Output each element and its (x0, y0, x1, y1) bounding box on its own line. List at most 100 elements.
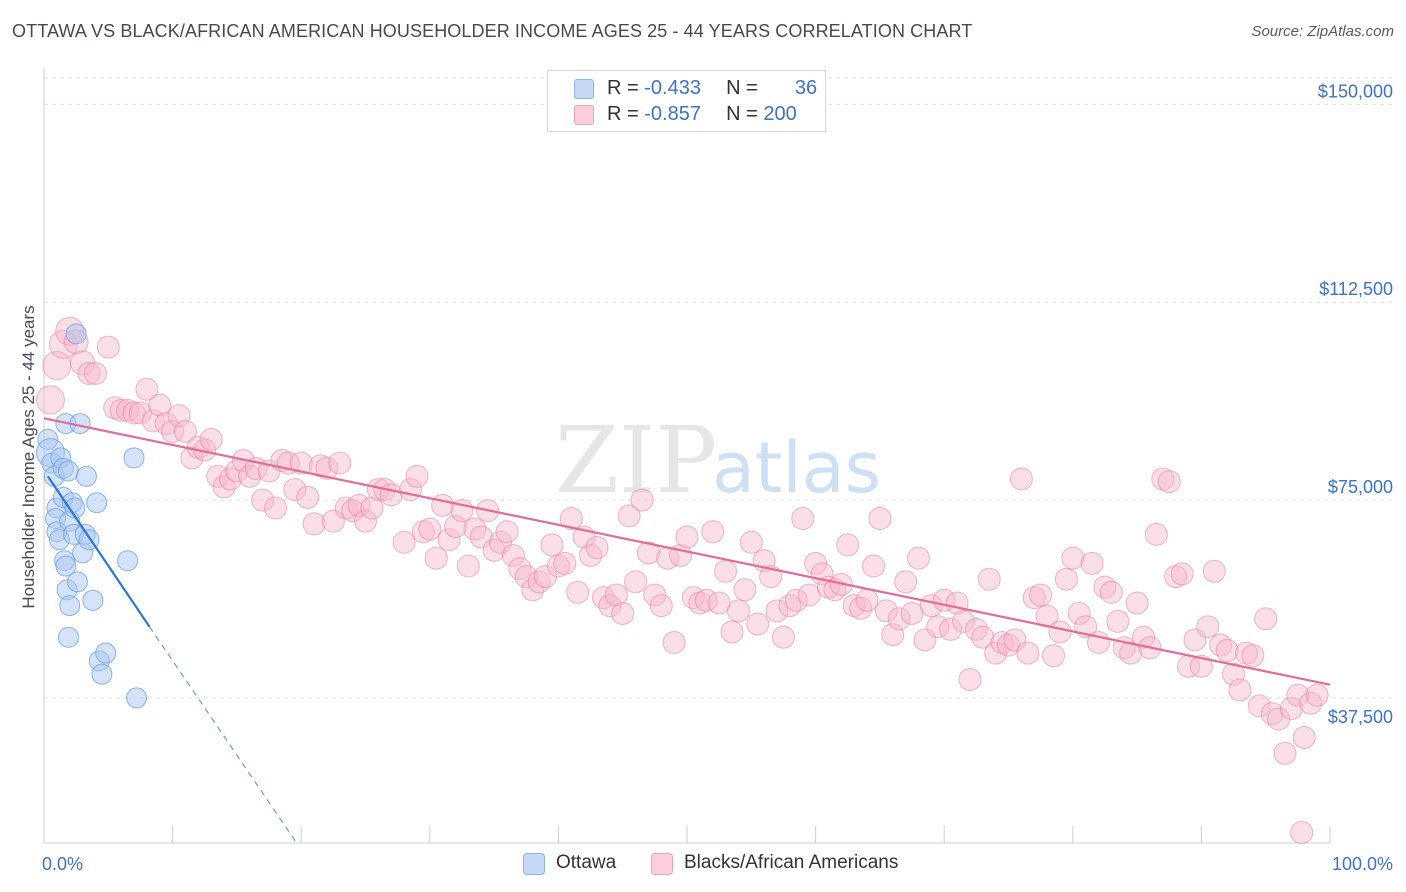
data-point-blacks (1054, 567, 1078, 591)
watermark-zip: ZIP (555, 407, 717, 514)
data-point-blacks (1299, 691, 1323, 715)
trend-lines (43, 417, 1331, 844)
data-point-blacks (1144, 522, 1168, 546)
data-point-blacks (797, 583, 821, 607)
data-point-blacks (1202, 559, 1226, 583)
data-point-blacks (1061, 546, 1085, 570)
x-tick-label-max: 100.0% (1332, 854, 1393, 874)
data-point-blacks (579, 543, 603, 567)
data-point-blacks (444, 514, 468, 538)
data-point-blacks (791, 507, 815, 531)
data-point-blacks (218, 467, 242, 491)
data-point-blacks (1241, 644, 1265, 668)
data-point-blacks (1170, 562, 1194, 586)
data-point-blacks (733, 578, 757, 602)
data-point-blacks (167, 404, 191, 428)
data-point-blacks (1067, 602, 1091, 625)
data-point-ottawa (66, 571, 88, 593)
data-point-blacks (405, 464, 429, 488)
legend-swatch-ottawa (574, 79, 594, 99)
x-tick-label-min: 0.0% (42, 854, 83, 874)
data-point-ottawa (91, 663, 113, 685)
data-point-blacks (238, 464, 262, 488)
chart-title: OTTAWA VS BLACK/AFRICAN AMERICAN HOUSEHO… (12, 21, 973, 41)
data-point-blacks (906, 546, 930, 570)
data-point-blacks (1106, 609, 1130, 633)
trend-line-blacks (43, 417, 1331, 686)
data-point-blacks (714, 559, 738, 583)
data-point-blacks (540, 533, 564, 557)
bottom-legend-swatch-ottawa (523, 853, 545, 875)
data-point-blacks (739, 530, 763, 554)
data-point-blacks (1196, 615, 1220, 639)
data-point-ottawa (57, 626, 79, 648)
data-point-blacks (887, 607, 911, 631)
legend-r-value: -0.433 (644, 77, 701, 99)
y-axis-title: Householder Income Ages 25 - 44 years (19, 305, 38, 608)
data-point-blacks (720, 620, 744, 644)
legend-swatch-blacks (574, 105, 594, 125)
data-point-blacks (868, 507, 892, 531)
data-point-blacks (1016, 641, 1040, 665)
data-point-blacks (1080, 551, 1104, 575)
data-point-ottawa (65, 323, 87, 345)
data-point-blacks (553, 551, 577, 575)
data-point-blacks (1042, 644, 1066, 668)
data-point-blacks (1029, 583, 1053, 607)
data-point-blacks (604, 583, 628, 607)
correlation-legend: R = -0.433 N = 36 R = -0.857 N = 200 (547, 70, 826, 132)
data-point-blacks (964, 617, 988, 641)
data-point-blacks (251, 488, 275, 512)
data-point-blacks (161, 419, 185, 443)
data-point-blacks (861, 554, 885, 578)
data-point-blacks (951, 609, 975, 633)
data-point-blacks (977, 567, 1001, 591)
data-point-blacks (662, 631, 686, 655)
data-point-blacks (881, 623, 905, 647)
data-point-ottawa (55, 555, 77, 577)
trend-line-ottawa-extension (148, 626, 298, 844)
data-point-blacks (283, 478, 307, 502)
data-point-blacks (315, 456, 339, 480)
axes (43, 68, 1331, 844)
data-point-blacks (328, 451, 352, 475)
data-point-blacks (624, 570, 648, 594)
data-point-ottawa (57, 460, 79, 482)
data-point-blacks (701, 520, 725, 544)
data-point-blacks (1215, 638, 1239, 662)
y-tick-label: $150,000 (1318, 81, 1393, 101)
data-point-blacks (559, 507, 583, 531)
legend-n-value: 200 (763, 103, 797, 125)
data-point-blacks (83, 361, 107, 385)
y-tick-label: $75,000 (1328, 477, 1393, 497)
data-point-blacks (1305, 683, 1329, 707)
data-point-blacks (354, 509, 377, 533)
legend-n-label: N = (726, 77, 758, 99)
bottom-legend-label-ottawa: Ottawa (556, 852, 617, 873)
data-point-ottawa (95, 642, 117, 664)
data-point-ottawa (123, 447, 145, 469)
data-point-blacks (431, 493, 455, 517)
data-point-blacks (566, 580, 590, 604)
data-point-blacks (939, 617, 963, 641)
data-point-blacks (96, 335, 120, 359)
data-point-blacks (289, 451, 313, 475)
data-point-ottawa (75, 465, 97, 487)
data-point-blacks (958, 667, 982, 691)
data-point-blacks (746, 612, 770, 636)
data-point-blacks (437, 528, 461, 552)
data-point-blacks (424, 546, 448, 570)
data-point-blacks (379, 483, 403, 507)
data-point-blacks (585, 536, 609, 560)
data-point-blacks (617, 504, 641, 528)
watermark-atlas: atlas (712, 427, 881, 509)
data-point-blacks (35, 385, 65, 415)
data-point-blacks (1125, 591, 1149, 615)
bottom-legend-label-blacks: Blacks/African Americans (684, 852, 899, 873)
data-point-blacks (1157, 470, 1181, 494)
data-point-blacks (463, 517, 487, 541)
data-point-blacks (1009, 467, 1033, 491)
watermark: ZIP atlas (555, 407, 881, 514)
data-point-blacks (636, 541, 660, 565)
